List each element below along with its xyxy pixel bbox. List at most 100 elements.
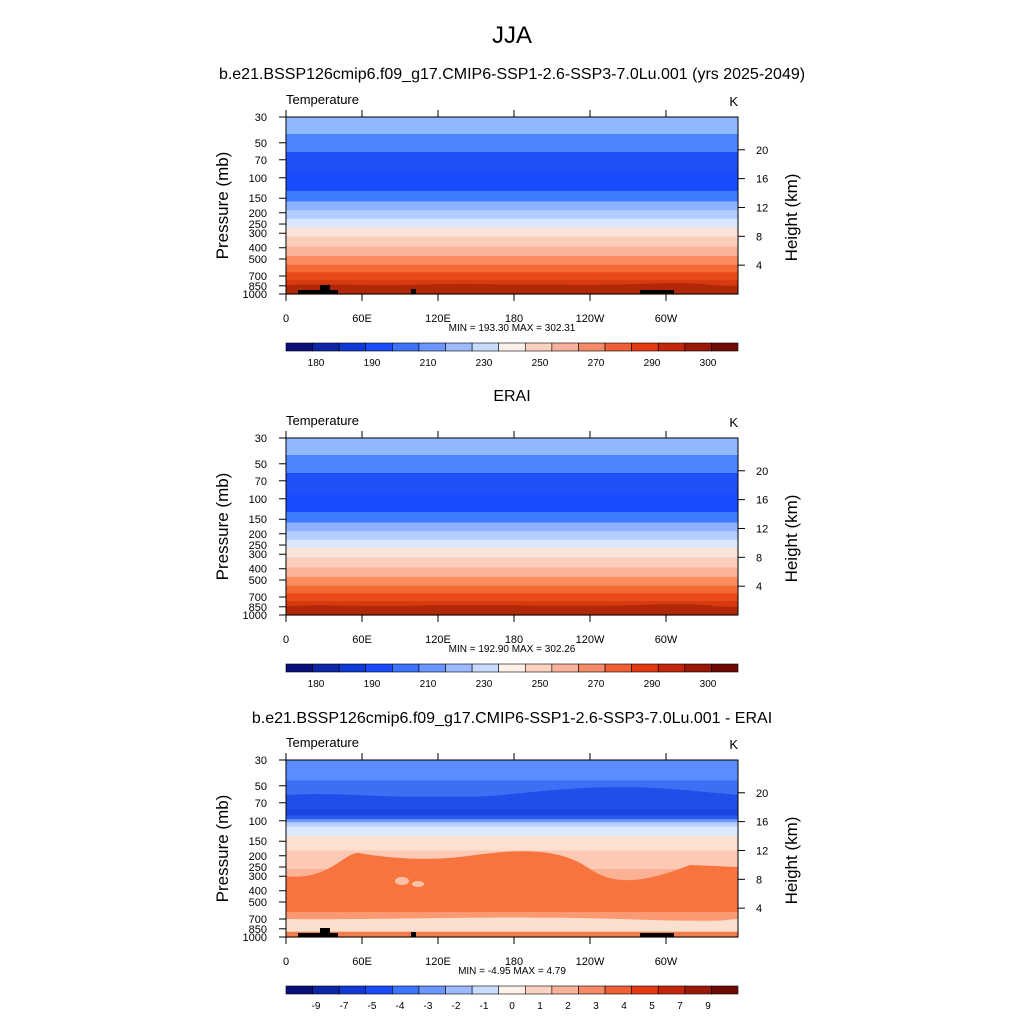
- colorbar-swatch: [631, 663, 659, 673]
- figure-title: JJA: [491, 22, 532, 49]
- colorbar-swatch: [365, 985, 393, 995]
- panel-title: b.e21.BSSP126cmip6.f09_g17.CMIP6-SSP1-2.…: [252, 710, 772, 727]
- contour-band: [286, 472, 738, 495]
- x-axis: 0 60E 120E 180 120W 60W: [283, 753, 678, 968]
- colorbar-swatch: [684, 663, 712, 673]
- colorbar-swatch: [445, 342, 473, 352]
- y-right-tick-label: 4: [756, 581, 762, 593]
- y-right-tick-label: 16: [756, 817, 768, 829]
- terrain-block: [411, 932, 416, 937]
- contour-band: [286, 576, 738, 587]
- x-tick-label: 180: [505, 634, 523, 646]
- x-tick-label: 60W: [655, 956, 678, 968]
- x-axis: 0 60E 120E 180 120W 60W: [283, 431, 678, 646]
- contour-band: [286, 117, 738, 135]
- panel-1: b.e21.BSSP126cmip6.f09_g17.CMIP6-SSP1-2.…: [213, 66, 805, 369]
- y-tick-label: 50: [255, 459, 267, 471]
- colorbar-swatch: [418, 342, 446, 352]
- y-tick-label: 100: [249, 816, 267, 828]
- contour-band: [286, 151, 738, 174]
- panel-2: ERAI Temperature K 0 60E 120E 180 120W 60W 30 50 70…: [213, 388, 801, 690]
- y-tick-label: 30: [255, 433, 267, 445]
- colorbar-label: 210: [420, 679, 437, 690]
- colorbar-swatch: [578, 342, 606, 352]
- y-right-tick-label: 8: [756, 874, 762, 886]
- colorbar-swatch: [418, 985, 446, 995]
- colorbar-swatch: [657, 342, 686, 352]
- stats-label: MIN = 193.30 MAX = 302.31: [449, 323, 576, 334]
- colorbar-label: -5: [368, 1001, 377, 1012]
- terrain-mask: [298, 285, 674, 294]
- colorbar-swatch: [578, 985, 606, 995]
- colorbar-swatch: [338, 663, 367, 673]
- units-label: K: [729, 737, 738, 752]
- colorbar-label: -1: [480, 1001, 489, 1012]
- contour-band: [286, 601, 738, 610]
- colorbar-swatch: [445, 663, 473, 673]
- colorbar-swatch: [312, 663, 340, 673]
- colorbar-label: 180: [308, 679, 325, 690]
- colorbar-swatch: [471, 342, 500, 352]
- y-axis-right: 20 16 12 8 4: [738, 145, 768, 272]
- y-right-tick-label: 8: [756, 552, 762, 564]
- colorbar-label: -2: [452, 1001, 461, 1012]
- y-axis-label: Pressure (mb): [213, 473, 232, 581]
- colorbar-swatch: [498, 985, 526, 995]
- y-right-axis-label: Height (km): [782, 817, 801, 905]
- contour-band: [286, 172, 738, 192]
- y-tick-label: 150: [249, 836, 267, 848]
- stats-label: MIN = 192.90 MAX = 302.26: [449, 644, 576, 655]
- y-axis-label: Pressure (mb): [213, 795, 232, 903]
- contour-band: [286, 201, 738, 211]
- x-axis: 0 60E 120E 180 120W 60W: [283, 110, 678, 325]
- terrain-block: [411, 289, 416, 294]
- colorbar-label: 250: [532, 679, 549, 690]
- x-tick-label: 120E: [425, 313, 451, 325]
- colorbar-label: 230: [476, 679, 493, 690]
- colorbar: 180 190 210 230 250 270 290 300: [285, 663, 739, 690]
- y-tick-label: 700: [249, 592, 267, 604]
- contour-band: [286, 585, 738, 594]
- colorbar-swatch: [631, 342, 659, 352]
- contour-band: [286, 272, 738, 281]
- colorbar-swatch: [684, 985, 712, 995]
- colorbar-label: 190: [364, 679, 381, 690]
- y-right-tick-label: 16: [756, 495, 768, 507]
- colorbar-label: 1: [537, 1001, 543, 1012]
- variable-label: Temperature: [286, 735, 359, 750]
- colorbar-swatch: [578, 663, 606, 673]
- x-tick-label: 120W: [576, 313, 605, 325]
- y-right-tick-label: 20: [756, 466, 768, 478]
- y-tick-label: 400: [249, 564, 267, 576]
- contour-band: [286, 493, 738, 513]
- colorbar-swatch: [285, 342, 313, 352]
- colorbar-swatch: [365, 342, 393, 352]
- y-tick-label: 30: [255, 112, 267, 124]
- y-tick-label: 850: [249, 281, 267, 293]
- contour-band: [286, 902, 738, 913]
- colorbar-label: 2: [565, 1001, 571, 1012]
- contour-band: [286, 760, 738, 782]
- y-tick-label: 500: [249, 254, 267, 266]
- colorbar-label: 5: [649, 1001, 655, 1012]
- plot-frame: [285, 759, 739, 938]
- colorbar-swatch: [657, 985, 686, 995]
- colorbar-swatch: [604, 342, 632, 352]
- colorbar-swatch: [524, 985, 553, 995]
- colorbar-label: 250: [532, 358, 549, 369]
- anomaly-patch: [412, 881, 424, 888]
- colorbar-label: 230: [476, 358, 493, 369]
- contour-band: [286, 246, 738, 257]
- panel-title: b.e21.BSSP126cmip6.f09_g17.CMIP6-SSP1-2.…: [219, 66, 805, 83]
- x-tick-label: 180: [505, 313, 523, 325]
- colorbar-swatch: [392, 985, 420, 995]
- y-right-tick-label: 12: [756, 202, 768, 214]
- colorbar: -9 -7 -5 -4 -3 -2 -1 0 1 2 3 4 5 7 9: [285, 985, 739, 1012]
- x-tick-label: 60W: [655, 313, 678, 325]
- contour-band: [286, 531, 738, 541]
- colorbar-swatch: [684, 342, 712, 352]
- colorbar-swatch: [365, 663, 393, 673]
- near-surface-region: [286, 917, 738, 930]
- units-label: K: [729, 94, 738, 109]
